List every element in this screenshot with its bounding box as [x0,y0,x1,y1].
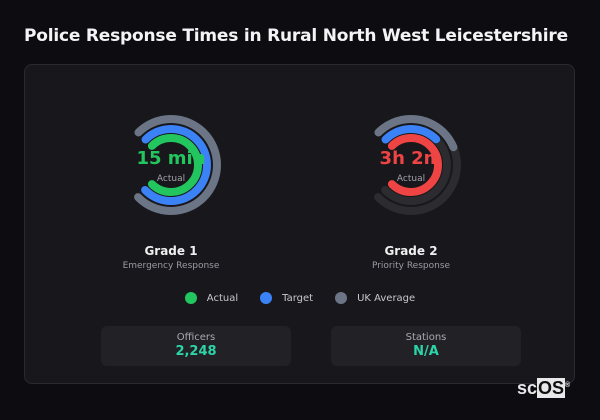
logo-text-highlight: OS [537,378,566,398]
legend-dot-icon [184,292,197,304]
gauge-subtitle: Priority Response [371,261,451,271]
legend-label: Target [282,292,314,304]
gauge-grade-1: 15 min Actual Grade 1 Emergency Response [101,110,241,271]
logo-text: sc [517,378,538,398]
gauge-value-label: Actual [156,174,186,184]
stat-label: Officers [176,332,216,343]
chart-legend: Actual Target UK Average [0,292,600,304]
gauge-name: Grade 2 [384,244,438,258]
stat-value: 2,248 [175,344,217,359]
stat-stations: Stations N/A [331,326,521,366]
gauge-rings [361,115,461,215]
stat-officers: Officers 2,248 [101,326,291,366]
legend-item-target[interactable]: Target [260,292,313,304]
legend-label: UK Average [357,292,416,304]
gauge-value-label: Actual [396,174,426,184]
legend-dot-icon [260,292,273,304]
page-title: Police Response Times in Rural North Wes… [24,26,568,46]
gauge-name: Grade 1 [144,244,198,258]
registered-mark: ® [565,382,571,389]
gauge-rings [121,115,221,215]
gauge-grade-2: 3h 2m Actual Grade 2 Priority Response [341,110,481,271]
legend-item-actual[interactable]: Actual [184,292,239,304]
gauge-value: 15 min [136,148,206,169]
legend-item-uk-average[interactable]: UK Average [335,292,415,304]
legend-dot-icon [335,292,348,304]
stat-label: Stations [405,332,447,343]
gauge-value: 3h 2m [379,148,443,169]
gauge-subtitle: Emergency Response [122,261,220,271]
legend-label: Actual [206,292,239,304]
scos-logo: scOS® [517,378,570,399]
stat-value: N/A [413,344,439,359]
